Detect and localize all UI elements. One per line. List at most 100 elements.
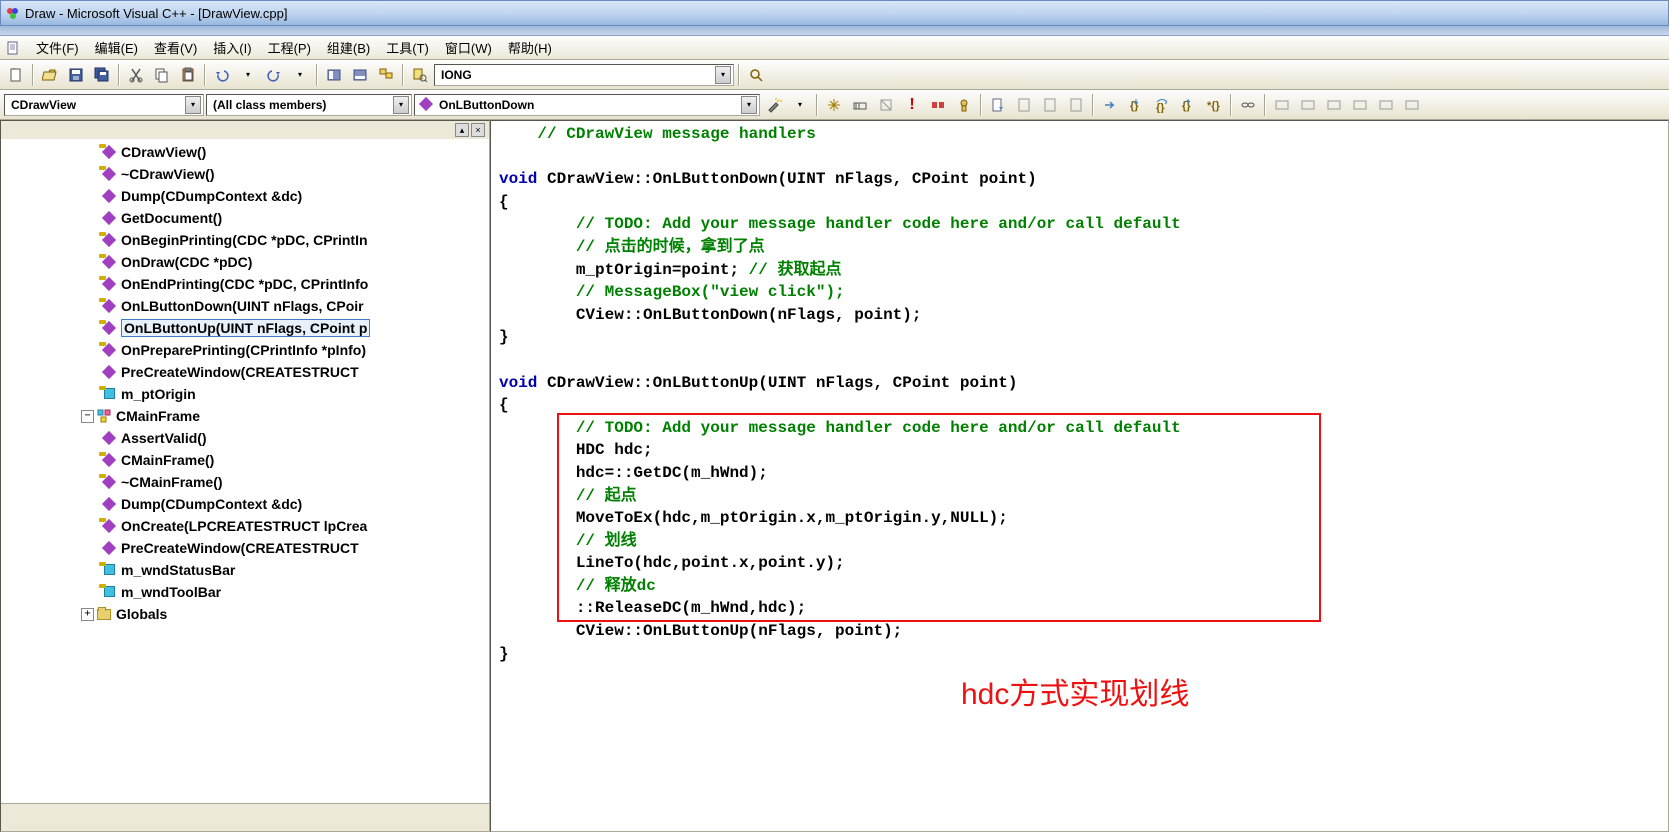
- menu-edit[interactable]: 编辑(E): [87, 36, 146, 59]
- tree-item[interactable]: OnLButtonDown(UINT nFlags, CPoir: [1, 295, 489, 317]
- paste-button[interactable]: [176, 63, 200, 87]
- redo-drop-button[interactable]: ▾: [288, 63, 312, 87]
- dbg-btn-1[interactable]: [822, 93, 846, 117]
- toolbar-separator: [204, 64, 206, 86]
- redo-button[interactable]: [262, 63, 286, 87]
- dbg-btn-2[interactable]: [848, 93, 872, 117]
- tree-item[interactable]: m_wndStatusBar: [1, 559, 489, 581]
- window-list-button[interactable]: [374, 63, 398, 87]
- new-text-file-button[interactable]: [4, 63, 28, 87]
- cut-button[interactable]: [124, 63, 148, 87]
- menu-insert[interactable]: 插入(I): [205, 36, 259, 59]
- dbg-apply-button[interactable]: [1064, 93, 1088, 117]
- member-combo[interactable]: OnLButtonDown ▾: [414, 94, 760, 116]
- protected-method-icon: [101, 342, 117, 358]
- save-all-button[interactable]: [90, 63, 114, 87]
- dbg-quickwatch-button[interactable]: [1236, 93, 1260, 117]
- dropdown-icon[interactable]: ▾: [741, 96, 757, 114]
- tree-item[interactable]: PreCreateWindow(CREATESTRUCT: [1, 361, 489, 383]
- dropdown-icon[interactable]: ▾: [393, 96, 409, 114]
- open-button[interactable]: [38, 63, 62, 87]
- tree-item-label: OnEndPrinting(CDC *pDC, CPrintInfo: [121, 276, 368, 292]
- expand-icon[interactable]: +: [81, 608, 94, 621]
- tree-item[interactable]: CMainFrame(): [1, 449, 489, 471]
- dbg-step-out-button[interactable]: {}: [1176, 93, 1200, 117]
- wizard-action-button[interactable]: [762, 93, 786, 117]
- dropdown-icon[interactable]: ▾: [715, 66, 731, 84]
- dbg-watch-button[interactable]: [1270, 93, 1294, 117]
- dbg-btn-5[interactable]: [926, 93, 950, 117]
- dbg-stop-button[interactable]: [1012, 93, 1036, 117]
- dbg-break-button[interactable]: [1038, 93, 1062, 117]
- toolbar-separator: [738, 64, 740, 86]
- find-button[interactable]: [744, 63, 768, 87]
- tree-item[interactable]: OnPreparePrinting(CPrintInfo *pInfo): [1, 339, 489, 361]
- menu-window[interactable]: 窗口(W): [437, 36, 500, 59]
- find-in-files-button[interactable]: [408, 63, 432, 87]
- workspace-button[interactable]: [322, 63, 346, 87]
- dbg-registers-button[interactable]: [1322, 93, 1346, 117]
- workspace-tabs[interactable]: [1, 803, 489, 831]
- menu-tools[interactable]: 工具(T): [378, 36, 437, 59]
- dbg-restart-button[interactable]: [986, 93, 1010, 117]
- tree-item[interactable]: ~CMainFrame(): [1, 471, 489, 493]
- output-button[interactable]: [348, 63, 372, 87]
- tree-item[interactable]: OnLButtonUp(UINT nFlags, CPoint p: [1, 317, 489, 339]
- dbg-btn-3[interactable]: [874, 93, 898, 117]
- tree-item[interactable]: m_ptOrigin: [1, 383, 489, 405]
- tree-item[interactable]: OnEndPrinting(CDC *pDC, CPrintInfo: [1, 273, 489, 295]
- tree-class-node[interactable]: − CMainFrame: [1, 405, 489, 427]
- tree-item[interactable]: AssertValid(): [1, 427, 489, 449]
- dbg-step-into-button[interactable]: {}: [1124, 93, 1148, 117]
- collapse-icon[interactable]: −: [81, 410, 94, 423]
- wizard-drop-button[interactable]: ▾: [788, 93, 812, 117]
- class-tree[interactable]: CDrawView()~CDrawView()Dump(CDumpContext…: [1, 139, 489, 803]
- menu-view[interactable]: 查看(V): [146, 36, 205, 59]
- tree-item[interactable]: GetDocument(): [1, 207, 489, 229]
- menu-project[interactable]: 工程(P): [260, 36, 319, 59]
- dbg-btn-4[interactable]: !: [900, 93, 924, 117]
- menu-file[interactable]: 文件(F): [28, 36, 87, 59]
- dbg-variables-button[interactable]: [1296, 93, 1320, 117]
- dbg-btn-6[interactable]: [952, 93, 976, 117]
- toolbar-separator: [118, 64, 120, 86]
- toolbar-separator: [402, 64, 404, 86]
- menu-build[interactable]: 组建(B): [319, 36, 378, 59]
- tree-item-label: CMainFrame(): [121, 452, 214, 468]
- tree-item[interactable]: Dump(CDumpContext &dc): [1, 185, 489, 207]
- protected-method-icon: [101, 474, 117, 490]
- tree-item[interactable]: Dump(CDumpContext &dc): [1, 493, 489, 515]
- class-combo[interactable]: CDrawView ▾: [4, 94, 204, 116]
- tree-item-label: m_wndToolBar: [121, 584, 221, 600]
- dbg-callstack-button[interactable]: [1374, 93, 1398, 117]
- tree-item[interactable]: OnBeginPrinting(CDC *pDC, CPrintIn: [1, 229, 489, 251]
- panel-close-button[interactable]: ×: [471, 123, 485, 137]
- filter-combo[interactable]: (All class members) ▾: [206, 94, 412, 116]
- tree-item[interactable]: OnDraw(CDC *pDC): [1, 251, 489, 273]
- dbg-disasm-button[interactable]: [1400, 93, 1424, 117]
- public-method-icon: [101, 210, 117, 226]
- tree-item[interactable]: PreCreateWindow(CREATESTRUCT: [1, 537, 489, 559]
- dbg-step-over-button[interactable]: {}: [1150, 93, 1174, 117]
- save-button[interactable]: [64, 63, 88, 87]
- dbg-show-next-button[interactable]: [1098, 93, 1122, 117]
- panel-expand-button[interactable]: ▴: [455, 123, 469, 137]
- dbg-memory-button[interactable]: [1348, 93, 1372, 117]
- tree-item[interactable]: m_wndToolBar: [1, 581, 489, 603]
- workspace-panel: ▴ × CDrawView()~CDrawView()Dump(CDumpCon…: [0, 120, 490, 832]
- tree-item-label: ~CMainFrame(): [121, 474, 223, 490]
- menu-help[interactable]: 帮助(H): [500, 36, 560, 59]
- tree-item[interactable]: OnCreate(LPCREATESTRUCT lpCrea: [1, 515, 489, 537]
- undo-button[interactable]: [210, 63, 234, 87]
- tree-item[interactable]: ~CDrawView(): [1, 163, 489, 185]
- dbg-run-to-cursor-button[interactable]: *{}: [1202, 93, 1226, 117]
- code-editor[interactable]: // CDrawView message handlers void CDraw…: [490, 120, 1669, 832]
- tree-item[interactable]: CDrawView(): [1, 141, 489, 163]
- copy-button[interactable]: [150, 63, 174, 87]
- dropdown-icon[interactable]: ▾: [185, 96, 201, 114]
- undo-drop-button[interactable]: ▾: [236, 63, 260, 87]
- find-combo-text: IONG: [437, 68, 715, 82]
- tree-class-label: CMainFrame: [116, 408, 200, 424]
- find-combo[interactable]: IONG ▾: [434, 64, 734, 86]
- tree-globals-node[interactable]: +Globals: [1, 603, 489, 625]
